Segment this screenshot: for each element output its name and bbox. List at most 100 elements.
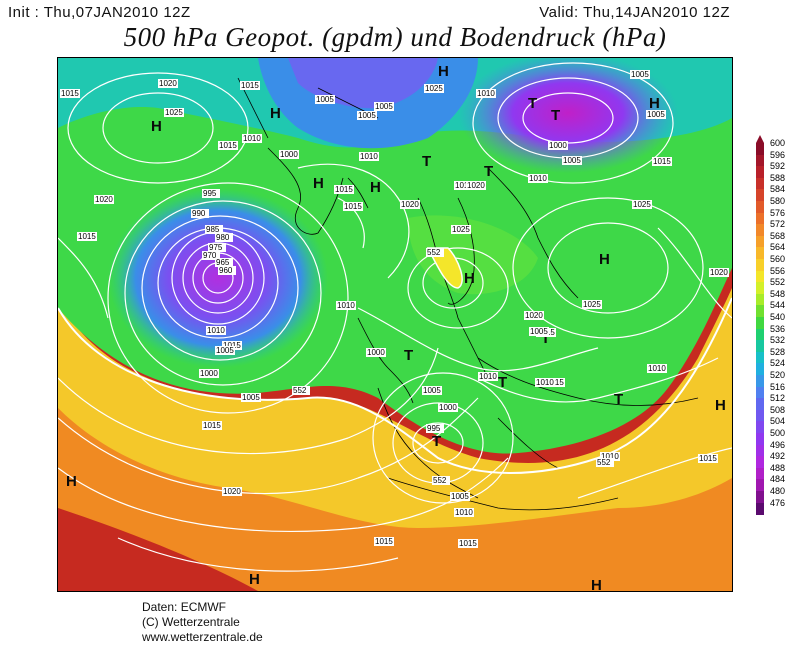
legend-label: 552 xyxy=(770,277,786,288)
svg-text:1025: 1025 xyxy=(633,200,651,209)
legend-swatch xyxy=(756,212,764,225)
svg-text:1015: 1015 xyxy=(344,202,362,211)
legend-swatch xyxy=(756,247,764,260)
low-center: T xyxy=(528,95,537,112)
svg-text:1025: 1025 xyxy=(452,225,470,234)
isobar-labels: 1015 1015 1020 1025 1010 1015 1000 1005 … xyxy=(60,70,729,548)
low-center: T xyxy=(614,391,623,408)
svg-text:1010: 1010 xyxy=(337,301,355,310)
isobar-label: 1025 xyxy=(632,200,652,209)
svg-text:990: 990 xyxy=(192,209,206,218)
isobar-label: 1020 xyxy=(709,268,729,277)
svg-text:1015: 1015 xyxy=(459,539,477,548)
legend-swatch xyxy=(756,282,764,295)
svg-text:1015: 1015 xyxy=(241,81,259,90)
legend-swatch xyxy=(756,293,764,306)
isobar-label: 1000 xyxy=(279,150,299,159)
isobar-label: 1005 xyxy=(357,111,377,120)
legend-swatch xyxy=(756,328,764,341)
legend-swatch xyxy=(756,386,764,399)
isobar-label: 1005 xyxy=(374,102,394,111)
svg-text:1010: 1010 xyxy=(455,508,473,517)
legend-label: 536 xyxy=(770,323,786,334)
legend-swatch xyxy=(756,456,764,469)
isobar-label: 1020 xyxy=(466,181,486,190)
svg-text:1010: 1010 xyxy=(360,152,378,161)
isobar-label: 1010 xyxy=(336,301,356,310)
svg-text:552: 552 xyxy=(427,248,441,257)
svg-text:1015: 1015 xyxy=(653,157,671,166)
isobar-label: 1020 xyxy=(158,79,178,88)
legend-label: 508 xyxy=(770,404,786,415)
svg-text:1020: 1020 xyxy=(467,181,485,190)
svg-text:985: 985 xyxy=(206,225,220,234)
isobar-label: 975 xyxy=(208,243,226,252)
geopotential-552-line xyxy=(58,297,732,474)
legend-swatch xyxy=(756,143,764,156)
legend-swatch xyxy=(756,305,764,318)
svg-text:1015: 1015 xyxy=(335,185,353,194)
legend-label: 516 xyxy=(770,381,786,392)
isobar-label: 970 xyxy=(202,251,220,260)
isobar-label: 1010 xyxy=(206,326,226,335)
svg-text:1010: 1010 xyxy=(529,174,547,183)
isobar-label: 1020 xyxy=(222,487,242,496)
svg-text:1015: 1015 xyxy=(219,141,237,150)
svg-text:552: 552 xyxy=(293,386,307,395)
svg-text:1020: 1020 xyxy=(710,268,728,277)
high-center: H xyxy=(370,179,381,196)
legend-label: 600 xyxy=(770,138,786,148)
isobar-label: 995 xyxy=(426,424,444,433)
geopotential-labels: 552 552 552 552 xyxy=(292,248,614,485)
isobar-label: 1005 xyxy=(241,393,261,402)
geopotential-label: 552 xyxy=(292,386,310,395)
legend-label: 528 xyxy=(770,346,786,357)
legend-label: 500 xyxy=(770,428,786,438)
isobar-label: 1015 xyxy=(218,141,238,150)
svg-text:1010: 1010 xyxy=(243,134,261,143)
svg-text:1000: 1000 xyxy=(280,150,298,159)
isobar-label: 1010 xyxy=(242,134,262,143)
isobar-label: 1015 xyxy=(698,454,718,463)
svg-text:1005: 1005 xyxy=(647,110,665,119)
high-center: H xyxy=(438,63,449,80)
legend-label: 572 xyxy=(770,219,786,230)
weather-map: H H H H H H H H H H H H T T T T T T T T … xyxy=(57,57,733,592)
isobar-label: 1005 xyxy=(215,346,235,355)
svg-text:1010: 1010 xyxy=(477,89,495,98)
legend-swatch xyxy=(756,491,764,504)
legend-label: 532 xyxy=(770,335,786,346)
legend-swatch xyxy=(756,154,764,167)
isobar-label: 1015 xyxy=(458,539,478,548)
color-scale-legend: 600 596 592 588 584 580 576 572 568 564 560 556 552 5… xyxy=(756,135,785,515)
pressure-centers: H H H H H H H H H H H H T T T T T T T T … xyxy=(66,63,726,591)
high-center: H xyxy=(591,577,602,591)
legend-swatch xyxy=(756,270,764,283)
isobar-label: 1005 xyxy=(562,156,582,165)
orange-zone xyxy=(58,308,732,591)
isobars xyxy=(58,62,732,572)
website-link: www.wetterzentrale.de xyxy=(142,630,263,644)
high-center: H xyxy=(715,397,726,414)
legend-label: 592 xyxy=(770,161,786,172)
isobar-label: 1025 xyxy=(582,300,602,309)
legend-swatch xyxy=(756,363,764,376)
isobar-label: 1015 xyxy=(652,157,672,166)
legend-swatch xyxy=(756,444,764,457)
legend-swatch xyxy=(756,189,764,202)
high-center: H xyxy=(313,175,324,192)
svg-text:1005: 1005 xyxy=(358,111,376,120)
isobar-label: 1015 xyxy=(202,421,222,430)
legend-label: 520 xyxy=(770,370,786,380)
low-atlantic-fill xyxy=(108,188,328,368)
svg-text:1010: 1010 xyxy=(207,326,225,335)
svg-text:960: 960 xyxy=(219,266,233,275)
isobar-label: 1025 xyxy=(451,225,471,234)
legend-label: 580 xyxy=(770,196,786,206)
legend-swatch xyxy=(756,479,764,492)
svg-text:1005: 1005 xyxy=(563,156,581,165)
low-center: T xyxy=(498,374,507,391)
low-north-fill xyxy=(458,58,678,173)
legend-label: 576 xyxy=(770,207,786,218)
svg-text:1015: 1015 xyxy=(455,181,473,190)
